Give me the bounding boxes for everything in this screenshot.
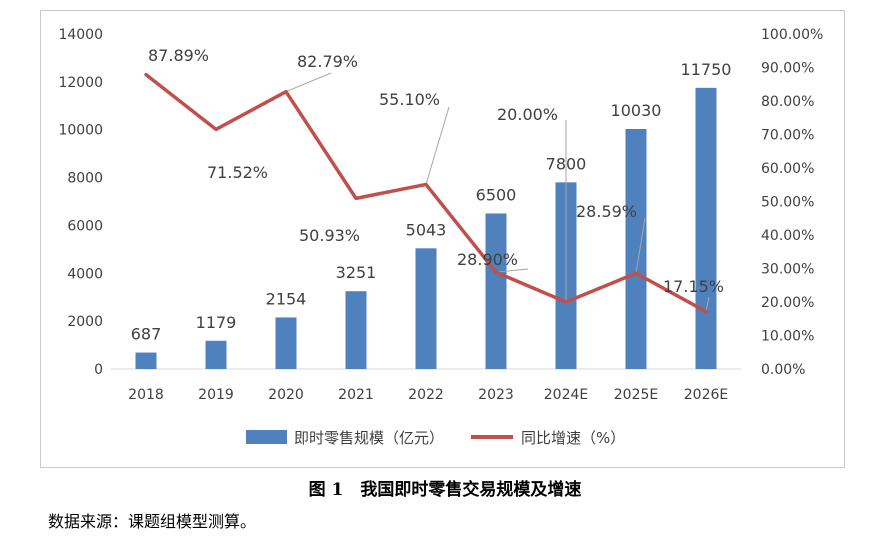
- bar-data-label: 5043: [406, 220, 447, 239]
- x-tick-label: 2025E: [614, 387, 658, 403]
- y-right-tick-label: 10.00%: [761, 329, 814, 345]
- y-left-tick-label: 6000: [67, 218, 103, 234]
- legend-bar-label: 即时零售规模（亿元）: [294, 429, 444, 447]
- bar-data-label: 10030: [611, 101, 662, 120]
- x-tick-label: 2019: [198, 387, 234, 403]
- y-right-tick-label: 0.00%: [761, 362, 805, 378]
- legend-bar-swatch: [246, 430, 287, 444]
- y-right-tick-label: 20.00%: [761, 295, 814, 311]
- y-right-tick-label: 30.00%: [761, 262, 814, 278]
- line-data-label: 17.15%: [663, 277, 724, 296]
- data-label-leader: [705, 296, 710, 312]
- data-label-leader: [425, 106, 450, 185]
- line-data-label: 82.79%: [297, 52, 358, 71]
- data-label-leader: [285, 72, 332, 93]
- x-tick-label: 2023: [478, 387, 514, 403]
- figure-caption: 图 1 我国即时零售交易规模及增速: [308, 480, 582, 500]
- line-data-label: 50.93%: [299, 226, 360, 245]
- x-tick-label: 2026E: [684, 387, 728, 403]
- line-data-label: 28.90%: [457, 250, 518, 269]
- bar-data-label: 687: [131, 325, 162, 344]
- bar: [275, 317, 297, 369]
- bar-data-label: 6500: [476, 185, 517, 204]
- line-data-label: 87.89%: [148, 46, 209, 65]
- y-right-tick-label: 100.00%: [761, 27, 823, 43]
- y-left-tick-label: 2000: [67, 314, 103, 330]
- y-right-tick-label: 70.00%: [761, 128, 814, 144]
- line-data-label: 55.10%: [379, 90, 440, 109]
- bar: [135, 352, 157, 369]
- bar-data-label: 7800: [546, 154, 587, 173]
- legend-line-label: 同比增速（%）: [521, 429, 625, 447]
- growth-rate-line: [144, 72, 708, 314]
- y-left-tick-label: 14000: [58, 27, 103, 43]
- bar-data-label: 3251: [336, 263, 377, 282]
- bar: [695, 87, 717, 369]
- x-tick-label: 2020: [268, 387, 304, 403]
- data-label-leader: [495, 268, 529, 273]
- bar: [415, 248, 437, 369]
- line-data-label: 20.00%: [497, 105, 558, 124]
- y-right-tick-label: 90.00%: [761, 61, 814, 77]
- x-tick-label: 2018: [128, 387, 164, 403]
- y-left-tick-label: 12000: [58, 75, 103, 91]
- chart-frame: 0 2000 4000 6000 8000 10000 12000 14000 0.00% 10.…: [40, 10, 845, 468]
- source-note: 数据来源：课题组模型测算。: [48, 512, 257, 531]
- y-left-tick-label: 8000: [67, 171, 103, 187]
- y-right-tick-label: 40.00%: [761, 228, 814, 244]
- line-data-label: 28.59%: [576, 202, 637, 221]
- x-tick-label: 2021: [338, 387, 374, 403]
- y-left-tick-label: 4000: [67, 266, 103, 282]
- combo-chart: 0 2000 4000 6000 8000 10000 12000 14000 0.00% 10.…: [58, 27, 823, 447]
- line-data-label: 71.52%: [207, 163, 268, 182]
- bar: [625, 128, 647, 369]
- data-label-leader: [635, 217, 646, 274]
- y-right-tick-label: 60.00%: [761, 161, 814, 177]
- y-right-tick-label: 80.00%: [761, 94, 814, 110]
- bar: [205, 340, 227, 369]
- y-right-tick-label: 50.00%: [761, 195, 814, 211]
- bar-data-label: 2154: [266, 289, 307, 308]
- y-left-tick-label: 10000: [58, 123, 103, 139]
- bar: [485, 213, 507, 369]
- y-left-tick-label: 0: [94, 362, 103, 378]
- bar-data-label: 11750: [681, 60, 732, 79]
- x-tick-label: 2024E: [544, 387, 588, 403]
- x-tick-label: 2022: [408, 387, 444, 403]
- bar: [345, 291, 367, 369]
- bar-data-label: 1179: [196, 313, 237, 332]
